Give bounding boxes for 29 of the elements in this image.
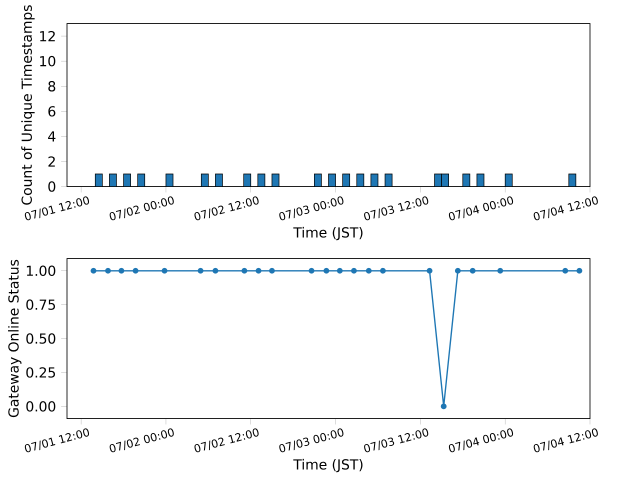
y-tick-label: 8 (48, 81, 56, 92)
y-tick-label: 0.75 (26, 300, 55, 310)
y-tick-label: 6 (48, 106, 56, 117)
x-tick-label: 07/04 00:00 (448, 196, 514, 220)
x-tick-label: 07/02 12:00 (194, 196, 259, 220)
y-tick-label: 0.25 (26, 367, 55, 378)
x-tick-label: 07/03 00:00 (279, 196, 344, 220)
x-tick-label: 07/02 12:00 (194, 428, 259, 453)
x-tick-label: 07/03 12:00 (364, 428, 428, 453)
y-axis-title: Count of Unique Timestamps (21, 5, 35, 205)
x-axis-title: Time (JST) (293, 459, 362, 472)
x-tick-label: 07/04 12:00 (534, 196, 598, 220)
y-tick-label: 0.00 (26, 401, 56, 412)
x-tick-label: 07/03 00:00 (279, 428, 344, 453)
x-tick-label: 07/04 12:00 (534, 428, 598, 453)
x-tick-label: 07/02 00:00 (110, 428, 174, 453)
x-tick-label: 07/01 12:00 (24, 428, 90, 453)
y-tick-label: 1.00 (26, 266, 56, 276)
y-tick-label: 10 (40, 56, 56, 67)
y-tick-label: 12 (40, 31, 55, 42)
y-tick-label: 0.50 (26, 334, 56, 344)
y-axis-title: Gateway Online Status (8, 260, 22, 418)
x-tick-label: 07/03 12:00 (364, 196, 428, 220)
y-tick-label: 4 (48, 132, 56, 142)
x-tick-label: 07/04 00:00 (448, 428, 514, 453)
y-tick-label: 2 (48, 156, 55, 167)
y-tick-label: 0 (48, 182, 56, 192)
x-axis-title: Time (JST) (293, 227, 362, 240)
x-tick-label: 07/02 00:00 (110, 196, 174, 220)
